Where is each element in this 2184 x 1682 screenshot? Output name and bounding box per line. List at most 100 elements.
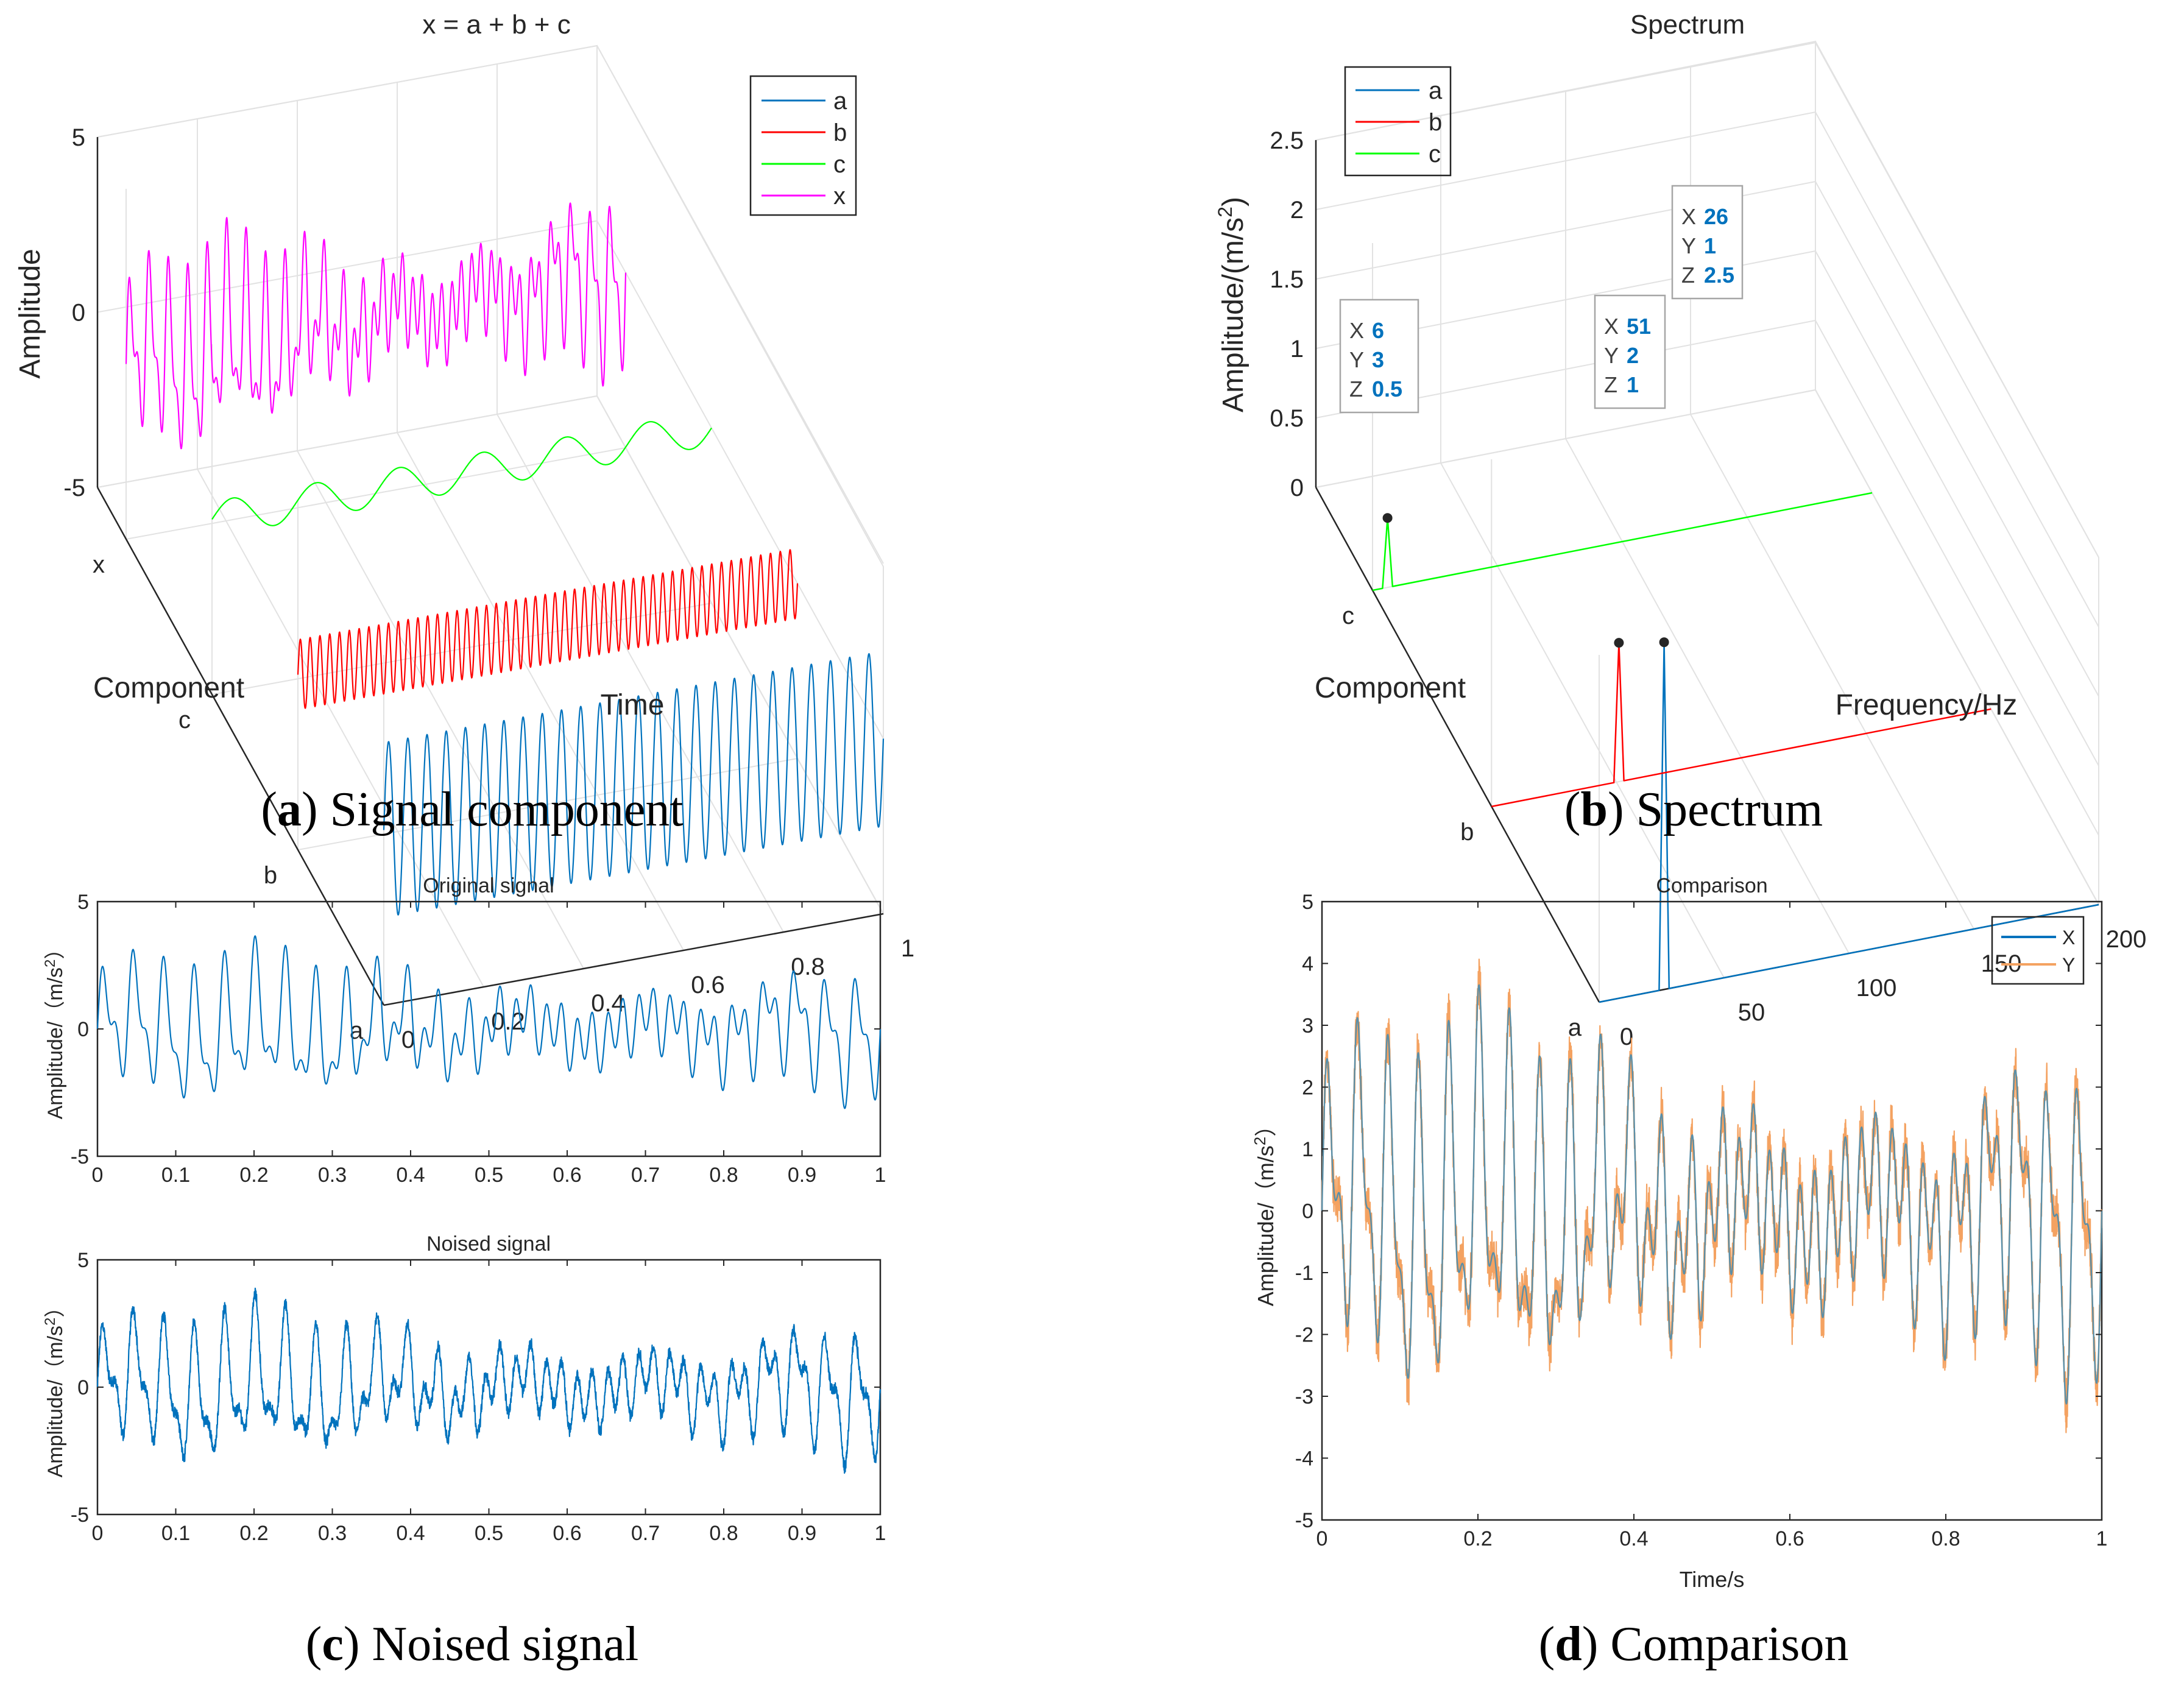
series-c-line — [211, 421, 712, 526]
c1Ticks-xtick-9: 0.9 — [788, 1164, 816, 1187]
datatip-b-y-value: 2 — [1627, 343, 1639, 368]
panel-c2-y-label: Amplitude/（m/s2） — [42, 1297, 67, 1478]
panel-d-y-label-main: Amplitude/（m/s — [1253, 1145, 1278, 1306]
legend-b-label: b — [833, 119, 847, 146]
datatip-a-x-value: 26 — [1704, 204, 1728, 229]
c1Ticks-xtick-2: 0.2 — [239, 1164, 268, 1187]
panel-c1-title: Original signal — [423, 874, 554, 897]
dTicks-xtick-4: 0.8 — [1931, 1527, 1960, 1550]
panel-b-series — [1372, 492, 2099, 1003]
panel-a-x-label: Time — [601, 689, 665, 721]
legend-d-y-label: Y — [2062, 954, 2075, 976]
datatip-c-z-value: 0.5 — [1372, 376, 1402, 401]
datatip-c-x-value: 6 — [1372, 318, 1384, 343]
dTicks-ytick-1: -4 — [1295, 1447, 1313, 1471]
a-grid-x-1 — [197, 119, 484, 988]
dTicks-ytick-3: -2 — [1295, 1324, 1313, 1347]
panel-c2-y-label-sup: 2 — [42, 1318, 58, 1326]
c1Ticks-xtick-5: 0.5 — [475, 1164, 503, 1187]
panel-b-z-label-sup: 2 — [1214, 207, 1236, 217]
panel-c1-ticks: 0 0.1 0.2 0.3 0.4 0.5 0.6 0.7 0.8 0.9 1-505 — [71, 891, 886, 1187]
b-z-tick-3: 1.5 — [1270, 266, 1304, 293]
datatip-b[interactable]: X 51 Y 2 Z 1 — [1594, 294, 1666, 409]
panel-d-series — [1321, 958, 2103, 1433]
panel-a-x-axis — [383, 913, 884, 1006]
panel-a-grid — [97, 44, 884, 1006]
panel-d-y-label-end: ） — [1253, 1115, 1278, 1137]
a-y-tick-0: a — [350, 1017, 364, 1044]
b-y-tick-2: c — [1342, 602, 1354, 629]
caption-c-letter: c — [322, 1617, 344, 1671]
b-y-tick-1: b — [1460, 819, 1474, 846]
datatip-b-z-value: 1 — [1627, 372, 1639, 397]
a-x-tick-5: 1 — [901, 935, 914, 962]
spectrum-b-line — [1491, 641, 1991, 808]
panel-c1-series — [96, 935, 882, 1109]
a-grid-x-3 — [397, 82, 684, 951]
panel-a-title: x = a + b + c — [422, 10, 570, 40]
datatip-b-box — [1594, 294, 1666, 409]
c1Ticks-xtick-0: 0 — [92, 1164, 104, 1187]
a-x-tick-4: 0.8 — [791, 953, 825, 980]
legend-d-x-label: X — [2062, 927, 2075, 949]
caption-c-text: Noised signal — [360, 1617, 639, 1671]
c1Ticks-ytick-1: 0 — [77, 1018, 89, 1041]
panel-b-z-label: Amplitude/(m/s2) — [1214, 197, 1249, 412]
dTicks-ytick-2: -3 — [1295, 1385, 1313, 1408]
series-x-line — [125, 202, 627, 450]
peak-a-marker[interactable] — [1659, 637, 1669, 648]
series-b-line — [297, 549, 799, 709]
legend-b-b-label: b — [1429, 109, 1442, 136]
b-z-tick-4: 2 — [1290, 197, 1304, 224]
legend-c-label: c — [833, 151, 846, 178]
a-grid-x-4 — [497, 64, 784, 933]
panel-d-title: Comparison — [1656, 874, 1767, 897]
legend-b-c-label: c — [1429, 141, 1441, 168]
panel-a-z-label: Amplitude — [14, 249, 46, 378]
panel-b-y-label: Component — [1315, 672, 1466, 704]
panel-d-x-label: Time/s — [1680, 1567, 1745, 1592]
peak-c-marker[interactable] — [1382, 513, 1393, 523]
b-x-tick-2: 100 — [1856, 975, 1897, 1002]
b-z-tick-1: 0.5 — [1270, 405, 1304, 432]
c2Ticks-xtick-9: 0.9 — [788, 1522, 816, 1545]
c1Ticks-ytick-0: -5 — [71, 1145, 89, 1168]
caption-b: (b) Spectrum — [1564, 783, 1823, 836]
comparison-x-line — [1321, 984, 2103, 1405]
caption-b-text: Spectrum — [1624, 783, 1823, 836]
panel-d-legend: X Y — [1991, 916, 2085, 985]
c1Ticks-xtick-4: 0.4 — [396, 1164, 425, 1187]
panel-b-legend: a b c — [1344, 66, 1452, 177]
dTicks-ytick-6: 1 — [1302, 1138, 1313, 1161]
caption-a: (a) Signal component — [261, 783, 683, 836]
panel-b-side-wall — [1815, 41, 2099, 905]
panel-a-legend: a b c x — [749, 75, 857, 216]
datatip-a[interactable]: X 26 Y 1 Z 2.5 — [1671, 185, 1744, 300]
a-y-tick-2: c — [178, 707, 191, 733]
c2Ticks-xtick-2: 0.2 — [239, 1522, 268, 1545]
dTicks-xtick-5: 1 — [2096, 1527, 2108, 1550]
caption-a-letter: a — [277, 783, 302, 836]
panel-c2-title: Noised signal — [426, 1232, 551, 1256]
b-x-tick-4: 200 — [2106, 926, 2147, 953]
series-a-line — [383, 653, 885, 916]
datatip-b-x-value: 51 — [1627, 314, 1651, 339]
datatip-c-y-value: 3 — [1372, 347, 1384, 372]
b-z-tick-2: 1 — [1290, 336, 1304, 362]
peak-b-marker[interactable] — [1614, 638, 1624, 648]
datatip-c[interactable]: X 6 Y 3 Z 0.5 — [1339, 299, 1419, 414]
b-grid-x-2 — [1565, 91, 1850, 954]
b-x-tick-1: 50 — [1738, 999, 1765, 1026]
c2Ticks-ytick-0: -5 — [71, 1504, 89, 1527]
a-x-tick-3: 0.6 — [691, 972, 725, 998]
dTicks-ytick-9: 4 — [1302, 953, 1313, 976]
a-z-tick-1: 0 — [72, 300, 85, 327]
datatip-c-x-key: X — [1349, 318, 1364, 343]
c1Ticks-xtick-8: 0.8 — [709, 1164, 738, 1187]
legend-a-label: a — [833, 88, 847, 115]
datatip-b-x-key: X — [1604, 314, 1619, 339]
panel-b-z-label-end: ) — [1217, 197, 1249, 207]
